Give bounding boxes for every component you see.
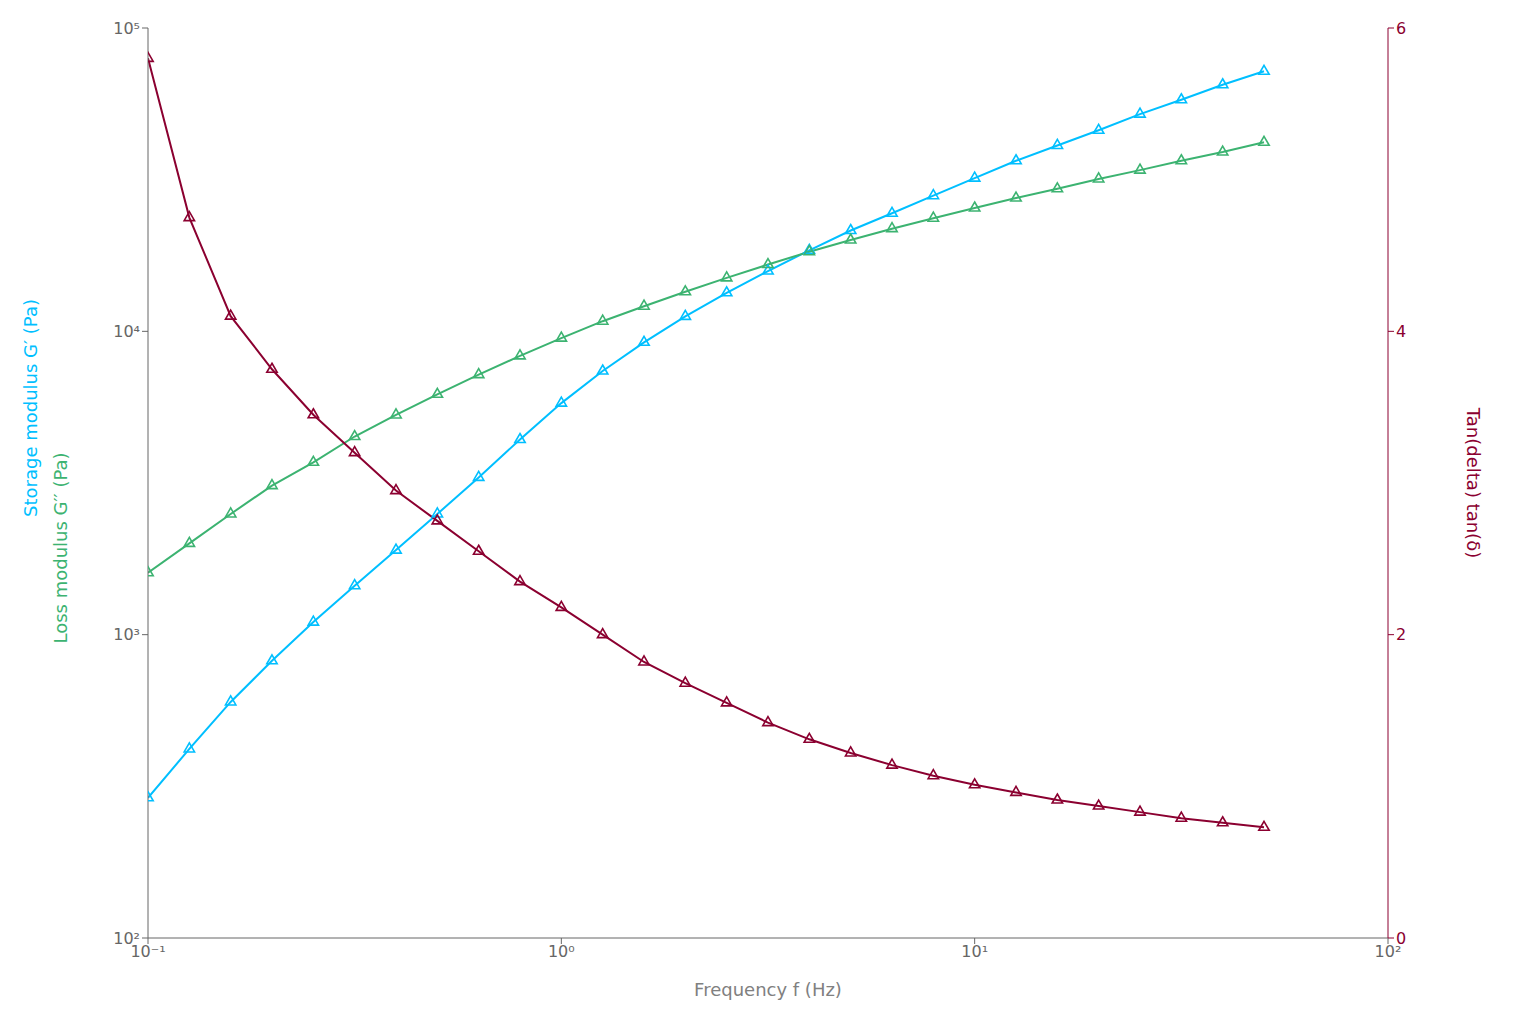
html-text:Storage modulus G′ (Pa): Storage modulus G′ (Pa) (19, 299, 41, 517)
svg-text:10⁴: 10⁴ (113, 322, 140, 341)
svg-text:10⁵: 10⁵ (113, 19, 140, 38)
svg-text:0: 0 (1396, 929, 1406, 948)
svg-text:2: 2 (1396, 625, 1406, 644)
svg-text:10²: 10² (113, 929, 140, 948)
svg-text:10¹: 10¹ (961, 942, 988, 961)
html-text:Loss modulus G′′ (Pa): Loss modulus G′′ (Pa) (49, 452, 71, 644)
svg-text:Frequency f (Hz): Frequency f (Hz) (694, 979, 842, 1000)
svg-text:10³: 10³ (113, 625, 140, 644)
svg-text:10⁻¹: 10⁻¹ (130, 942, 166, 962)
html-text:Tan(delta) tan(δ): Tan(delta) tan(δ) (1462, 407, 1484, 559)
svg-text:6: 6 (1396, 19, 1406, 38)
svg-text:4: 4 (1396, 322, 1406, 341)
svg-text:10⁰: 10⁰ (548, 942, 575, 961)
svg-text:10²: 10² (1374, 942, 1402, 962)
